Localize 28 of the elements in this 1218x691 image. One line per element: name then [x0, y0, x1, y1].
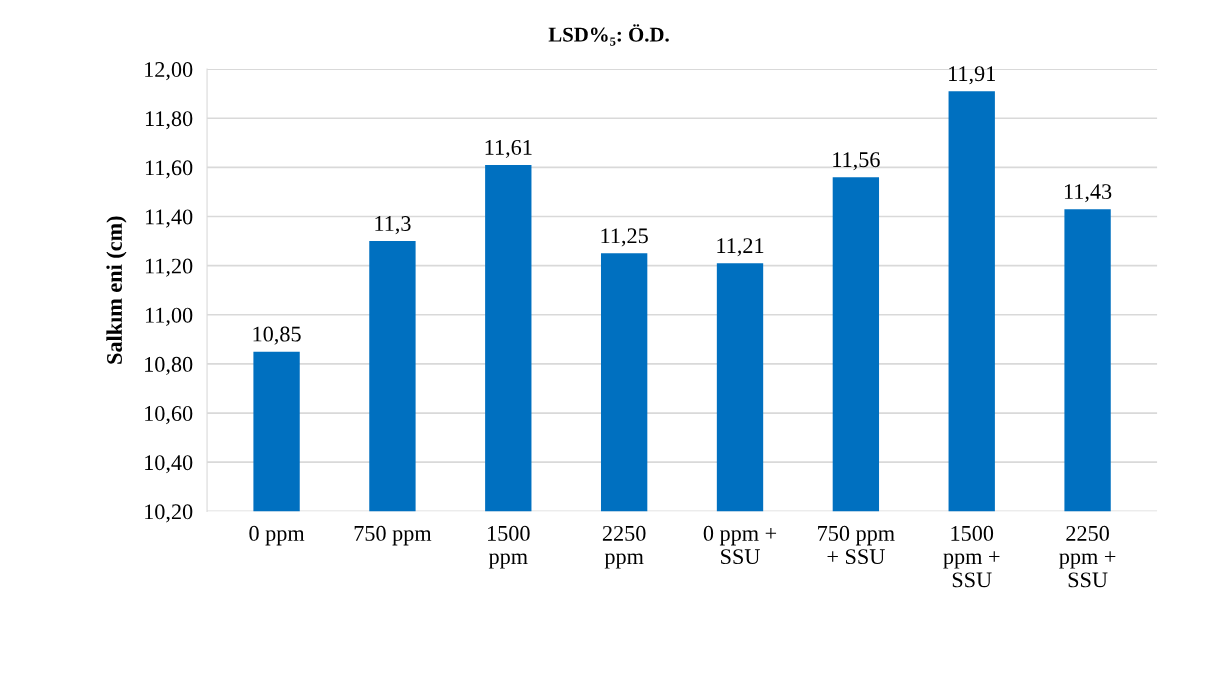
data-label: 11,56	[833, 152, 880, 171]
y-tick-label: 11,60	[145, 160, 193, 179]
y-tick-label: 10,60	[145, 406, 193, 425]
x-tick-label: 1500 ppm	[488, 525, 530, 569]
data-label: 11,61	[485, 139, 532, 159]
x-tick-label: 750 ppm	[354, 525, 432, 546]
y-tick-label: 10,20	[145, 504, 193, 523]
data-label: 11,25	[601, 228, 648, 247]
y-tick-label: 11,20	[145, 258, 193, 277]
y-tick-label: 11,40	[145, 209, 193, 228]
y-tick-label: 11,00	[145, 307, 193, 326]
data-label: 11,91	[949, 66, 995, 85]
x-tick-label: 1500 ppm + SSU	[943, 525, 1000, 588]
x-tick-label: 2250 ppm	[602, 525, 646, 569]
data-label: 11,43	[1064, 184, 1112, 203]
x-tick-label: 0 ppm	[249, 525, 305, 546]
x-tick-label: 0 ppm + SSU	[703, 525, 777, 565]
data-label: 11,3	[375, 216, 411, 235]
data-label: 10,85	[253, 326, 301, 345]
chart-title: LSD%₅: Ö.D.	[548, 24, 669, 46]
y-tick-label: 10,80	[145, 356, 193, 376]
data-label: 11,21	[717, 238, 764, 257]
y-axis-title: Salkım eni (cm)	[106, 216, 127, 364]
x-tick-label: 2250 ppm + SSU	[1059, 525, 1116, 588]
x-tick-label: 750 ppm + SSU	[818, 525, 895, 565]
y-tick-label: 11,80	[145, 111, 193, 130]
y-tick-label: 10,40	[145, 455, 193, 474]
y-tick-label: 12,00	[145, 62, 193, 81]
